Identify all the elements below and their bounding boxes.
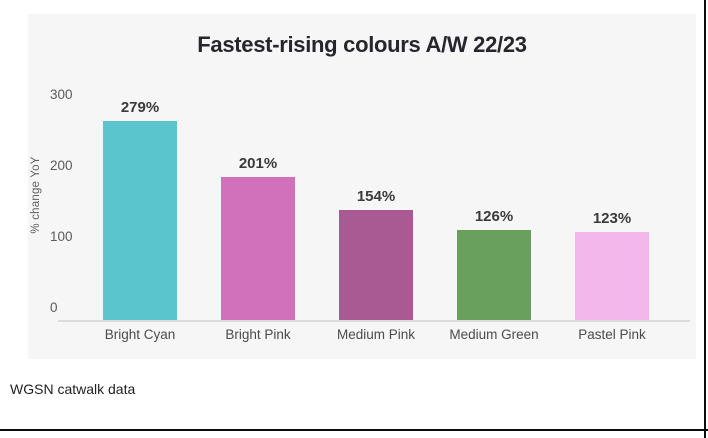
bar-value-label-medium-green: 126% <box>474 208 514 225</box>
y-tick-0: 0 <box>50 300 58 315</box>
bar-bright-pink <box>221 177 295 320</box>
bar-medium-pink <box>339 210 413 320</box>
x-axis-label-bright-cyan: Bright Cyan <box>104 327 176 342</box>
x-axis-line <box>58 320 690 322</box>
chart-title: Fastest-rising colours A/W 22/23 <box>197 32 527 57</box>
source-note: WGSN catwalk data <box>10 381 136 397</box>
x-axis-label-medium-pink: Medium Pink <box>336 327 416 342</box>
chart-panel: Fastest-rising colours A/W 22/23 % chang… <box>28 14 696 359</box>
bar-value-label-bright-pink: 201% <box>238 155 278 172</box>
x-axis-label-medium-green: Medium Green <box>449 327 539 342</box>
y-tick-100: 100 <box>50 229 73 244</box>
frame-bottom-border <box>0 429 708 431</box>
bar-value-label-bright-cyan: 279% <box>120 99 160 116</box>
bar-medium-green <box>457 230 531 320</box>
y-axis-label: % change YoY <box>30 156 42 234</box>
y-tick-200: 200 <box>50 158 73 173</box>
frame-right-border <box>704 0 706 438</box>
x-axis-label-bright-pink: Bright Pink <box>225 327 291 342</box>
y-tick-300: 300 <box>50 87 73 102</box>
bar-value-label-medium-pink: 154% <box>356 188 396 205</box>
bar-bright-cyan <box>103 121 177 320</box>
bar-value-label-pastel-pink: 123% <box>592 210 632 227</box>
bar-pastel-pink <box>575 232 649 320</box>
x-axis-label-pastel-pink: Pastel Pink <box>578 327 646 342</box>
